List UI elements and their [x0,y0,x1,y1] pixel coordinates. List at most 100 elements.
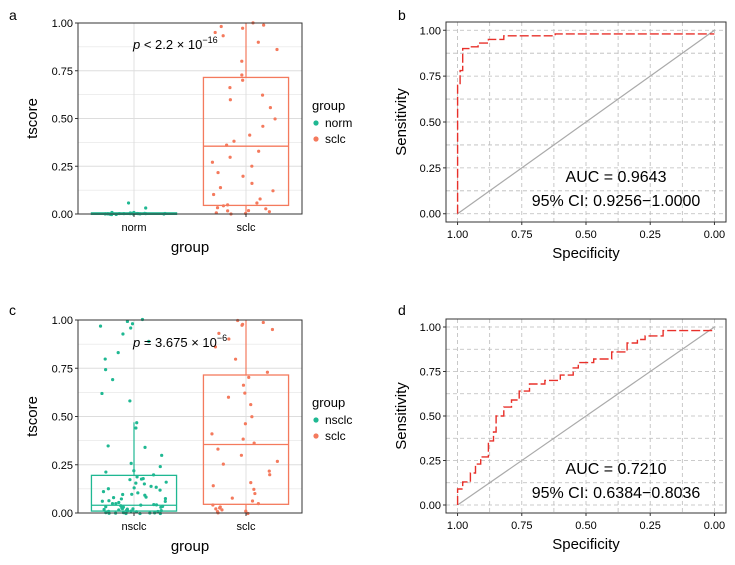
data-point-norm [163,211,167,216]
p-symbol: p [132,335,140,350]
data-point-nsclc [143,445,147,449]
data-point-nsclc [130,322,135,326]
ci-annotation: 95% CI: 0.9256−1.0000 [532,193,701,210]
data-point-nsclc [142,482,146,486]
data-point-sclc [221,34,225,38]
data-point-nsclc [103,357,107,361]
data-point-nsclc [100,391,104,396]
data-point-nsclc [128,478,132,482]
data-point-nsclc [121,492,125,497]
data-point-nsclc [151,473,156,477]
data-point-nsclc [111,495,116,500]
data-point-sclc [267,469,271,473]
diagonal-reference-line [457,326,715,506]
y-tick-label: 0.25 [420,163,441,175]
data-point-sclc [248,133,252,137]
data-point-nsclc [120,506,124,510]
data-point-sclc [255,201,259,205]
p-value-exponent: −6 [217,333,227,343]
x-tick-label: nsclc [121,521,147,533]
p-value-text: < 2.2 × 10 [140,37,202,52]
data-point-sclc [250,415,254,419]
data-point-nsclc [144,495,148,499]
x-axis-title: Specificity [552,536,620,553]
data-point-sclc [262,23,266,27]
data-point-sclc [240,323,244,327]
x-tick-label: 0.00 [704,229,725,241]
data-point-nsclc [130,492,134,496]
y-tick-label: 0.25 [420,455,441,467]
data-point-sclc [215,206,220,210]
data-point-sclc [218,506,222,510]
data-point-sclc [215,510,220,514]
data-point-sclc [260,93,265,97]
data-point-norm [135,211,139,216]
data-point-sclc [240,73,244,77]
data-point-sclc [226,395,231,399]
data-point-sclc [214,507,218,511]
data-point-sclc [252,487,256,491]
data-point-nsclc [149,484,153,488]
data-point-nsclc [139,503,143,507]
y-tick-label: 0.00 [52,209,73,221]
data-point-nsclc [163,499,167,504]
data-point-sclc [232,139,236,143]
roc-panel-d: 1.00 0.75 0.50 0.25 0.00 0.00 0.25 0.50 0.75 1.00… [393,318,727,553]
data-point-nsclc [158,488,162,492]
y-tick-label: 1.00 [420,322,441,334]
data-point-nsclc [134,481,138,485]
data-point-sclc [275,459,279,463]
y-axis-title: tscore [24,98,41,139]
legend-label-sclc: sclc [325,429,346,443]
x-axis-title: group [171,239,209,256]
data-point-sclc [241,78,245,82]
data-point-nsclc [134,426,138,430]
data-point-nsclc [160,453,164,457]
auc-annotation: AUC = 0.7210 [566,461,667,478]
y-axis-title: Sensitivity [393,88,410,156]
data-point-sclc [210,160,215,164]
data-point-sclc [211,484,215,488]
data-point-nsclc [161,504,165,508]
data-point-sclc [226,203,230,207]
data-point-sclc [271,189,275,193]
box-iqr-nsclc [90,474,178,512]
data-point-nsclc [132,486,136,490]
legend-marker-sclc [313,433,319,439]
data-point-nsclc [156,509,160,514]
x-tick-label: 0.25 [640,229,661,241]
legend-marker-norm [313,120,319,126]
data-point-sclc [249,402,253,407]
data-point-sclc [250,164,254,168]
data-point-nsclc [125,319,130,324]
data-point-sclc [264,207,268,211]
data-point-nsclc [132,469,136,473]
y-tick-label: 1.00 [52,18,73,30]
roc-curve-line [456,329,715,505]
legend-marker-nsclc [313,417,319,423]
y-tick-label: 0.25 [52,460,73,472]
auc-annotation: AUC = 0.9643 [566,169,667,186]
data-point-sclc [256,501,260,506]
legend-label-nsclc: nsclc [325,413,352,427]
roc-curve-line [456,33,715,214]
box-iqr-sclc [202,374,290,505]
data-point-nsclc [104,470,108,474]
x-tick-label: 0.75 [511,229,532,241]
data-point-sclc [225,143,229,147]
x-tick-label: sclc [237,521,256,533]
legend-marker-sclc [313,136,319,142]
data-point-nsclc [163,497,168,501]
data-point-sclc [241,437,245,441]
data-point-nsclc [129,461,133,465]
ci-annotation: 95% CI: 0.6384−0.8036 [532,485,701,502]
data-point-sclc [226,209,230,213]
data-point-sclc [228,155,232,159]
data-point-nsclc [119,497,123,501]
data-point-sclc [239,453,244,457]
y-tick-label: 0.75 [52,66,73,78]
data-point-nsclc [128,399,132,403]
data-point-nsclc [158,511,162,516]
legend-label-sclc: sclc [325,132,346,146]
data-point-sclc [219,24,223,29]
